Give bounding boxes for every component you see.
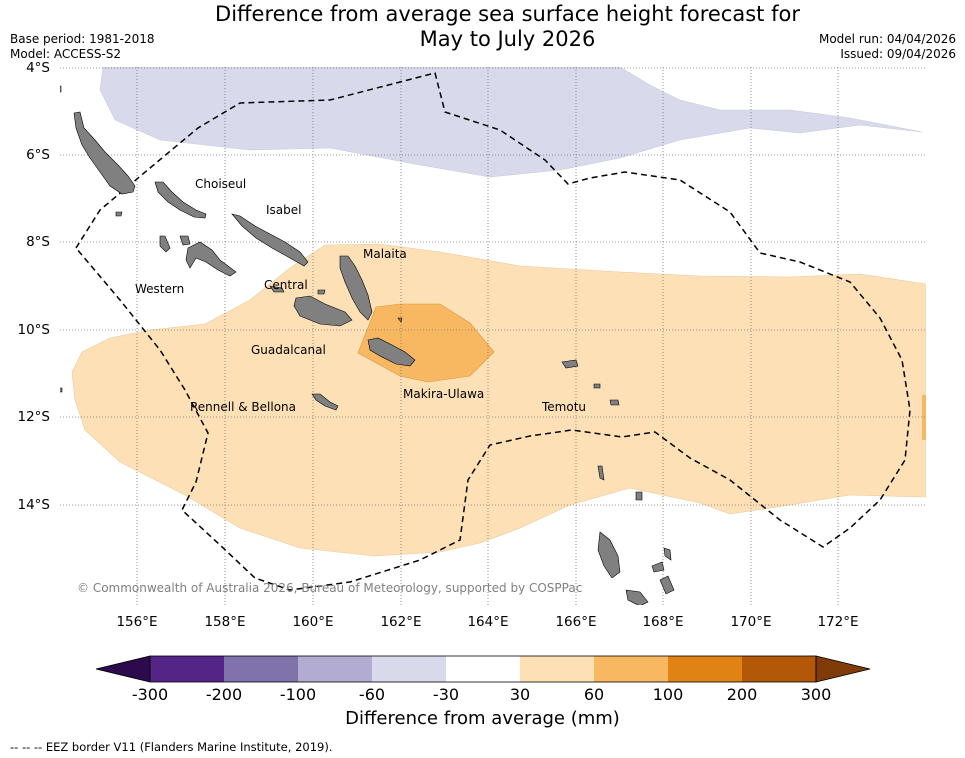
island-vanuatu-2 — [625, 589, 649, 605]
island-new-georgia — [185, 241, 237, 277]
island-florida — [269, 285, 285, 293]
colorbar-tick: 60 — [583, 685, 605, 704]
colorbar-bin-2 — [224, 656, 298, 682]
colorbar-bin-3 — [298, 656, 372, 682]
label-isabel: Isabel — [266, 203, 301, 217]
colorbar-tick: -300 — [131, 685, 169, 704]
island-guadalcanal — [293, 295, 353, 327]
colorbar-tick: 30 — [509, 685, 531, 704]
island-choiseul — [154, 181, 207, 219]
island-vanuatu-3 — [651, 561, 665, 573]
copyright-text: © Commonwealth of Australia 2026, Bureau… — [77, 581, 582, 595]
label-makira-ulawa: Makira-Ulawa — [403, 387, 484, 401]
lat-label-4s: 4°S — [26, 60, 50, 76]
lon-label-162e: 162°E — [380, 614, 422, 630]
eez-legend-note: -- -- -- EEZ border V11 (Flanders Marine… — [10, 740, 333, 754]
lon-label-160e: 160°E — [292, 614, 334, 630]
model-run: Model run: 04/04/2026 — [818, 32, 956, 46]
island-small-3 — [317, 289, 326, 295]
lat-label-10s: 10°S — [17, 322, 51, 338]
island-malaita — [339, 255, 373, 321]
colorbar-bin-6 — [520, 656, 594, 682]
island-vanuatu-4 — [635, 491, 643, 501]
lat-label-6s: 6°S — [26, 147, 50, 163]
lon-label-168e: 168°E — [642, 614, 684, 630]
island-tikopia — [609, 399, 620, 406]
anomaly-region-60-100-east — [922, 395, 926, 440]
island-kolombangara — [179, 235, 191, 246]
graticule — [60, 67, 926, 605]
colorbar-tick: -200 — [205, 685, 243, 704]
island-small-1 — [60, 85, 62, 93]
lon-label-158e: 158°E — [204, 614, 246, 630]
base-period: Base period: 1981-2018 — [10, 32, 155, 46]
land-masses — [60, 85, 675, 605]
colorbar-bin-7 — [594, 656, 668, 682]
lat-label-12s: 12°S — [17, 409, 51, 425]
colorbar-bin-5 — [446, 656, 520, 682]
label-rennell-bellona: Rennell & Bellona — [190, 400, 296, 414]
province-labels: Choiseul Isabel Malaita Western Central … — [135, 177, 586, 414]
island-small-4 — [597, 465, 605, 481]
eez-border — [75, 72, 911, 591]
colorbar-tick: -30 — [432, 685, 460, 704]
island-rennell — [311, 393, 339, 411]
island-vanikoro — [593, 383, 601, 389]
label-malaita: Malaita — [363, 247, 407, 261]
label-western: Western — [135, 282, 184, 296]
meta-left: Base period: 1981-2018 Model: ACCESS-S2 — [10, 32, 155, 62]
meta-right: Model run: 04/04/2026 Issued: 09/04/2026 — [819, 32, 956, 62]
island-vanuatu-5 — [663, 547, 672, 561]
colorbar-outline — [149, 655, 817, 683]
colorbar-bin-4 — [372, 656, 446, 682]
title-line-1: Difference from average sea surface heig… — [215, 2, 800, 26]
colorbar — [95, 655, 871, 683]
island-shortland — [115, 211, 123, 217]
lon-label-164e: 164°E — [467, 614, 509, 630]
island-vanuatu-6 — [659, 575, 675, 595]
lat-label-8s: 8°S — [26, 234, 50, 250]
colorbar-bin-9 — [742, 656, 816, 682]
label-guadalcanal: Guadalcanal — [251, 343, 326, 357]
colorbar-bin-1 — [150, 656, 224, 682]
island-vella — [159, 235, 171, 253]
map-title: Difference from average sea surface heig… — [0, 2, 965, 52]
lon-label-170e: 170°E — [730, 614, 772, 630]
island-makira — [367, 337, 416, 367]
colorbar-extend-high — [815, 655, 871, 683]
anomaly-region-negative — [99, 67, 923, 178]
colorbar-title: Difference from average (mm) — [345, 708, 620, 729]
colorbar-tick: 200 — [726, 685, 758, 704]
lon-label-172e: 172°E — [817, 614, 859, 630]
model-name: Model: ACCESS-S2 — [10, 47, 122, 61]
colorbar-bin-8 — [668, 656, 742, 682]
lon-label-156e: 156°E — [116, 614, 158, 630]
colorbar-tick: -100 — [279, 685, 317, 704]
island-small-2 — [60, 387, 63, 393]
lat-label-14s: 14°S — [17, 497, 51, 513]
label-temotu: Temotu — [541, 400, 586, 414]
label-choiseul: Choiseul — [195, 177, 246, 191]
island-bougainville — [73, 111, 136, 195]
lon-label-166e: 166°E — [555, 614, 597, 630]
island-ontong-java — [397, 317, 403, 323]
island-vanuatu-north — [597, 531, 621, 579]
island-santa-cruz — [561, 359, 579, 369]
colorbar-extend-low — [95, 655, 151, 683]
issued-date: Issued: 09/04/2026 — [840, 47, 956, 61]
island-isabel — [231, 213, 309, 267]
colorbar-tick: -60 — [358, 685, 386, 704]
anomaly-region-30-60 — [71, 243, 926, 557]
colorbar-tick: 300 — [800, 685, 832, 704]
title-line-2: May to July 2026 — [419, 27, 596, 51]
anomaly-region-60-100 — [357, 303, 495, 383]
colorbar-tick: 100 — [652, 685, 684, 704]
label-central: Central — [264, 278, 308, 292]
